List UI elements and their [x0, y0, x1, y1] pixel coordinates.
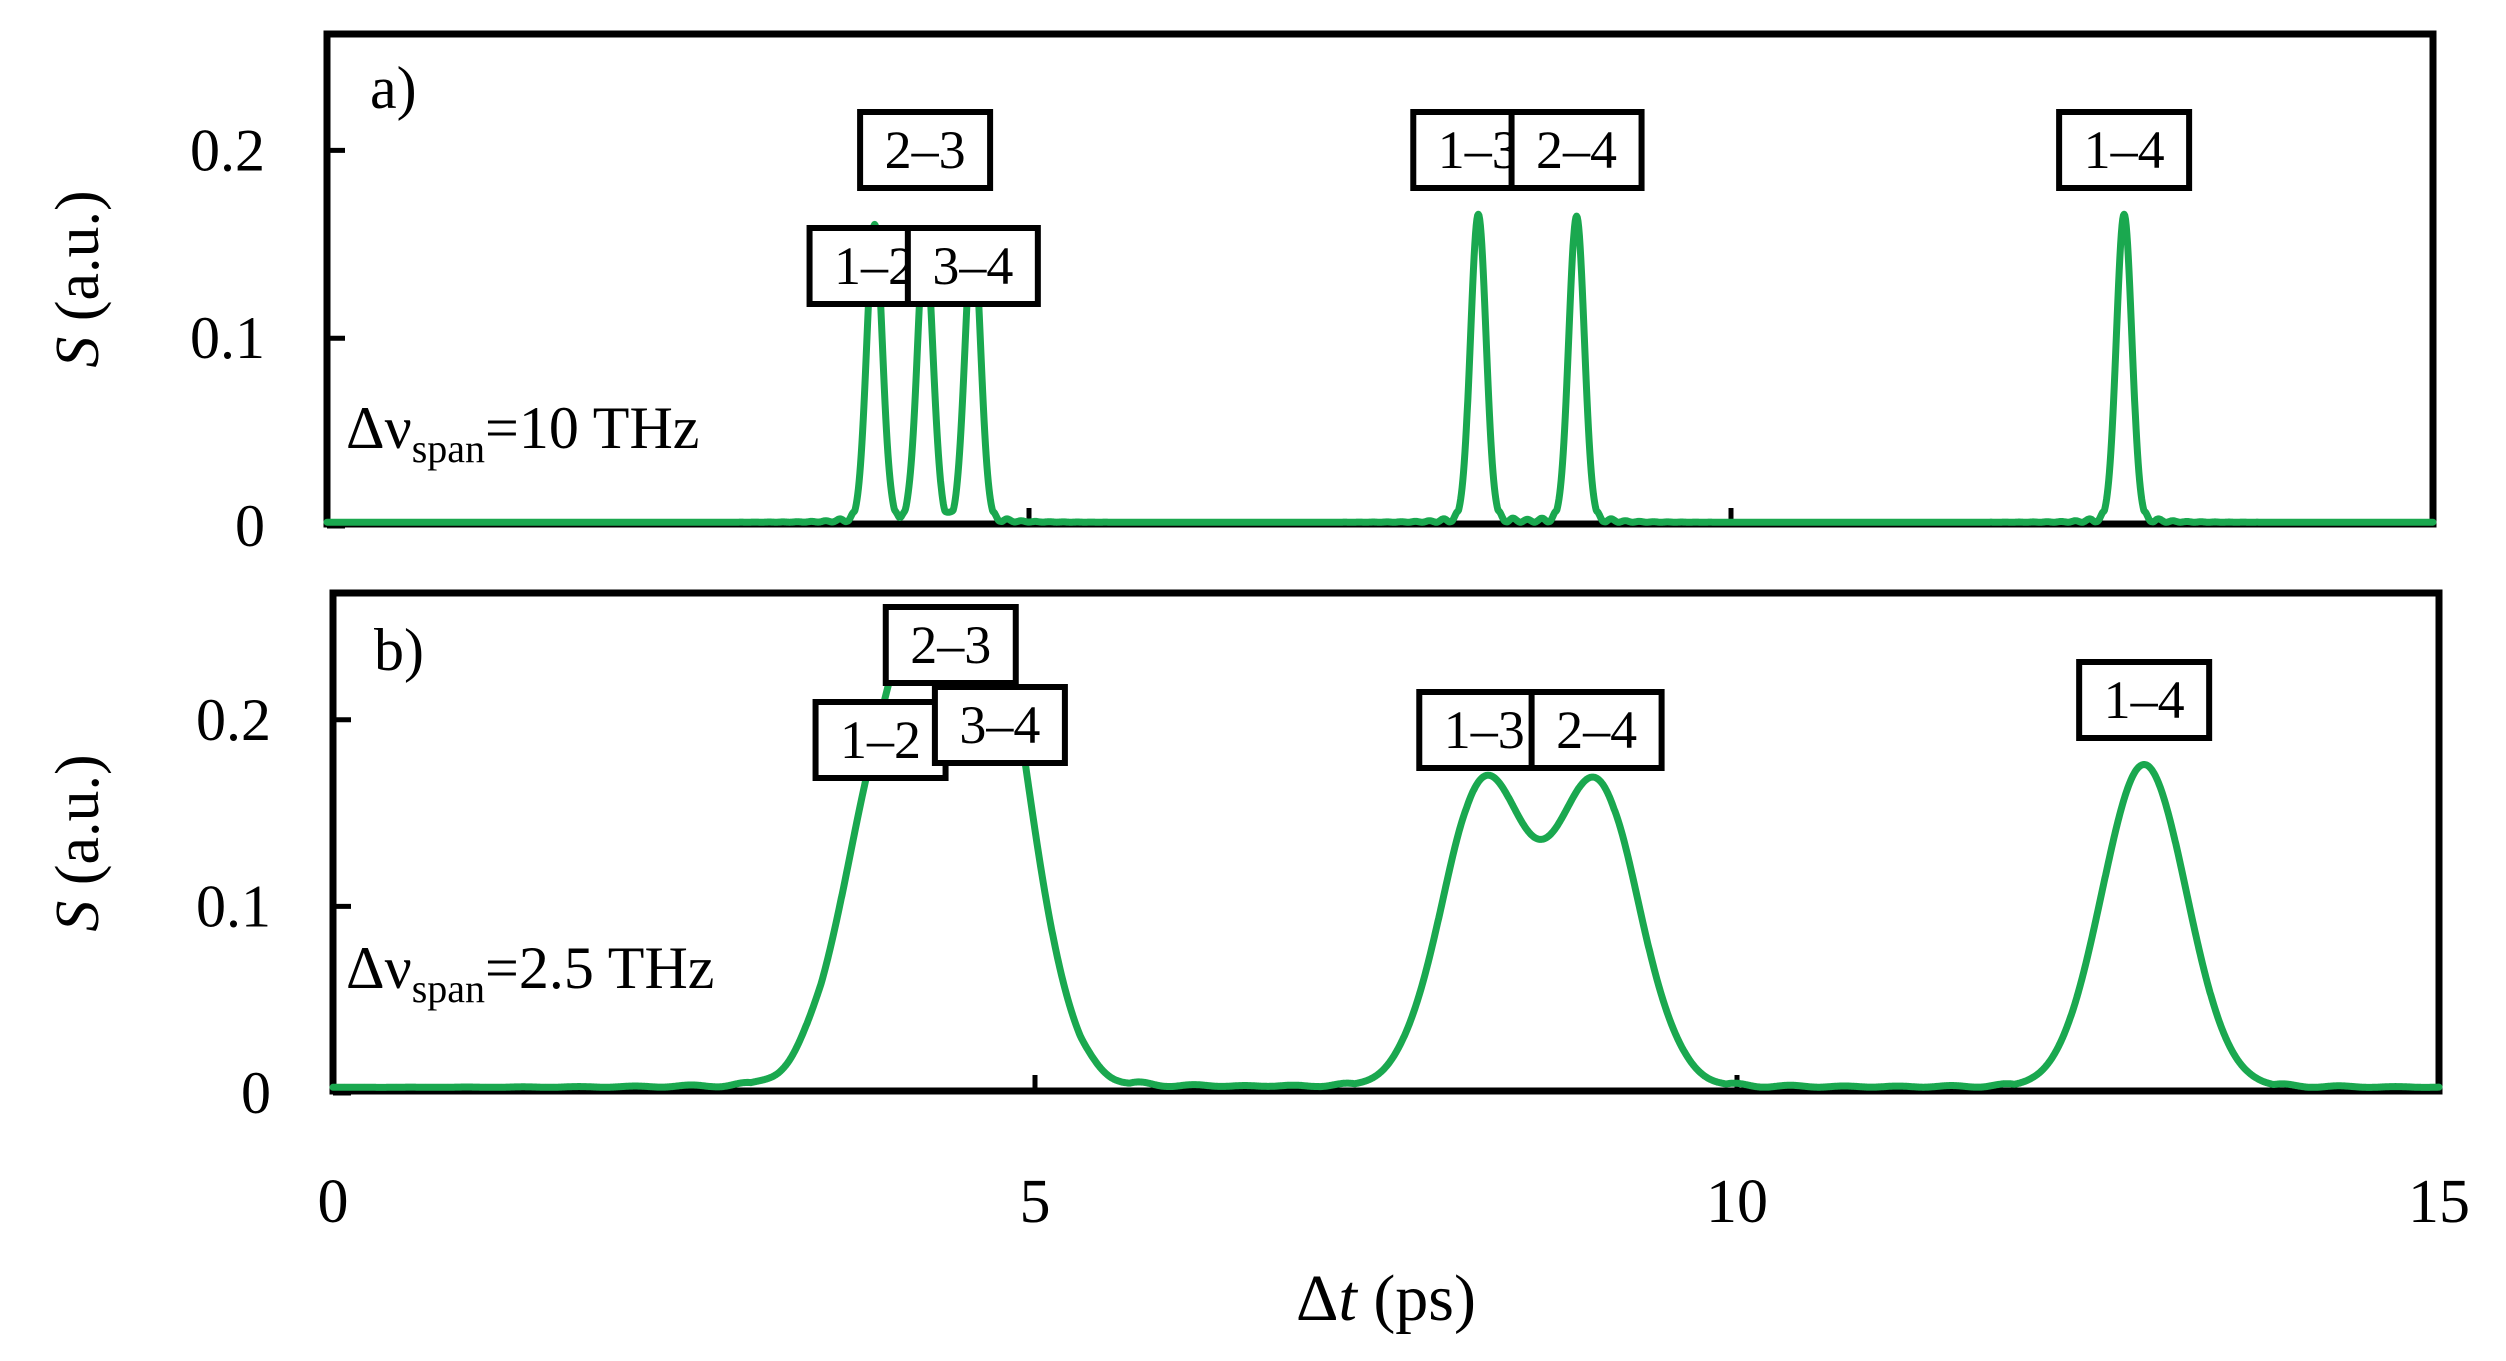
y-tick-label: 0.1 [190, 305, 265, 371]
panel-a-label: a) [370, 55, 417, 121]
pair-label-text: 2–4 [1556, 700, 1637, 760]
pair-label-text: 3–4 [932, 236, 1013, 296]
pair-label-box: 1–3 [1416, 689, 1553, 771]
pair-label-text: 2–3 [910, 615, 991, 675]
y-tick-label: 0.2 [196, 687, 271, 753]
pair-label-text: 1–2 [840, 710, 921, 770]
pair-label-text: 2–4 [1536, 120, 1617, 180]
panel-b-pair-labels: 1–2 2–3 3–4 1–3 2–4 1–4 [812, 604, 2213, 781]
pair-label-box: 2–3 [857, 109, 994, 191]
pair-label-box: 2–4 [1508, 109, 1645, 191]
panel-a: a) S (a.u.) Δνspan=10 THz 0 0.1 0.2 1–2 2–3… [44, 30, 2437, 559]
panel-b-frame [329, 589, 2443, 1095]
pair-label-box: 1–3 [1410, 109, 1547, 191]
pair-label-text: 1–3 [1444, 700, 1525, 760]
panel-b-label: b) [374, 617, 424, 683]
x-axis-label: Δt (ps) [1296, 1262, 1476, 1335]
pair-label-text: 2–3 [885, 120, 966, 180]
pair-label-box: 1–4 [2056, 109, 2193, 191]
x-tick-label: 10 [1706, 1168, 1768, 1236]
panel-b-span-annotation: Δνspan=2.5 THz [346, 935, 714, 1011]
pair-label-text: 3–4 [959, 695, 1040, 755]
pair-label-box: 2–4 [1528, 689, 1665, 771]
pair-label-text: 1–2 [834, 236, 915, 296]
y-tick-label: 0.1 [196, 873, 271, 939]
pair-label-box: 3–4 [931, 684, 1068, 766]
x-tick-label: 15 [2408, 1168, 2470, 1236]
pair-label-box: 3–4 [904, 225, 1041, 307]
panel-a-ticks: 0 0.1 0.2 [190, 117, 2436, 559]
panel-b-series-line [329, 646, 2443, 1091]
y-tick-label: 0 [235, 493, 265, 559]
panel-b-ylabel: S (a.u.) [44, 754, 112, 931]
panel-b: b) S (a.u.) Δνspan=2.5 THz 0 0.1 0.2 0 5 10 15… [44, 589, 2470, 1236]
pair-label-box: 1–2 [812, 699, 949, 781]
panel-a-pair-labels: 1–2 2–3 3–4 1–3 2–4 1–4 [806, 109, 2193, 307]
x-tick-label: 0 [318, 1168, 349, 1236]
panel-a-ylabel: S (a.u.) [44, 190, 112, 367]
panel-a-series-line [323, 210, 2437, 526]
pair-label-box: 1–4 [2076, 659, 2213, 741]
panel-a-span-annotation: Δνspan=10 THz [346, 395, 699, 471]
pair-label-text: 1–4 [2104, 670, 2185, 730]
pair-label-text: 1–3 [1438, 120, 1519, 180]
y-tick-label: 0 [241, 1060, 271, 1126]
pair-label-text: 1–4 [2084, 120, 2165, 180]
y-tick-label: 0.2 [190, 117, 265, 183]
pair-label-box: 2–3 [882, 604, 1019, 686]
x-tick-label: 5 [1020, 1168, 1051, 1236]
panel-b-ticks: 0 0.1 0.2 0 5 10 15 [196, 687, 2470, 1236]
